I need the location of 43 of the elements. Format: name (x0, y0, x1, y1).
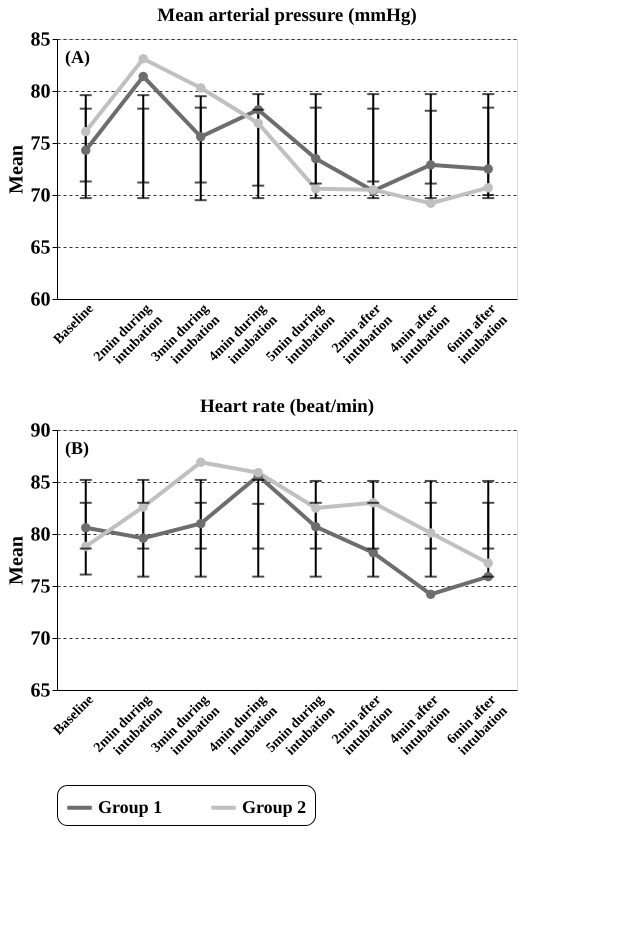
point (484, 182, 493, 192)
y-tick-label: 60 (30, 288, 50, 310)
y-axis-title: Mean (6, 536, 28, 585)
y-tick-label: 70 (30, 184, 50, 206)
point (254, 118, 263, 128)
y-tick-label: 75 (30, 576, 50, 598)
point (138, 533, 148, 543)
annotation: (B) (65, 438, 89, 458)
y-tick-label: 85 (30, 28, 50, 50)
chart-title: Heart rate (beat/min) (200, 396, 374, 417)
y-tick-label: 65 (30, 236, 50, 258)
point (196, 132, 206, 142)
y-tick-label: 65 (30, 680, 50, 702)
chart-title: Mean arterial pressure (mmHg) (157, 5, 417, 26)
point (196, 458, 206, 467)
point (81, 126, 90, 136)
legend-label: Group 1 (98, 796, 162, 817)
y-tick-label: 85 (30, 472, 50, 494)
point (196, 83, 206, 93)
y-tick-label: 80 (30, 524, 50, 546)
point (484, 558, 493, 568)
point (426, 590, 436, 600)
point (81, 523, 90, 532)
point (426, 528, 436, 538)
point (311, 522, 320, 532)
point (311, 184, 320, 194)
point (311, 154, 320, 164)
point (484, 164, 493, 174)
annotation: (A) (65, 47, 90, 67)
legend-label: Group 2 (242, 796, 306, 817)
point (81, 146, 90, 156)
point (311, 503, 320, 513)
point (426, 160, 436, 170)
y-tick-label: 75 (30, 132, 50, 154)
y-tick-label: 70 (30, 628, 50, 650)
point (138, 54, 148, 64)
point (254, 468, 263, 478)
y-tick-label: 90 (30, 420, 50, 442)
point (196, 518, 206, 528)
y-tick-label: 80 (30, 80, 50, 102)
y-axis-title: Mean (6, 145, 28, 194)
point (426, 198, 436, 208)
point (138, 72, 148, 82)
